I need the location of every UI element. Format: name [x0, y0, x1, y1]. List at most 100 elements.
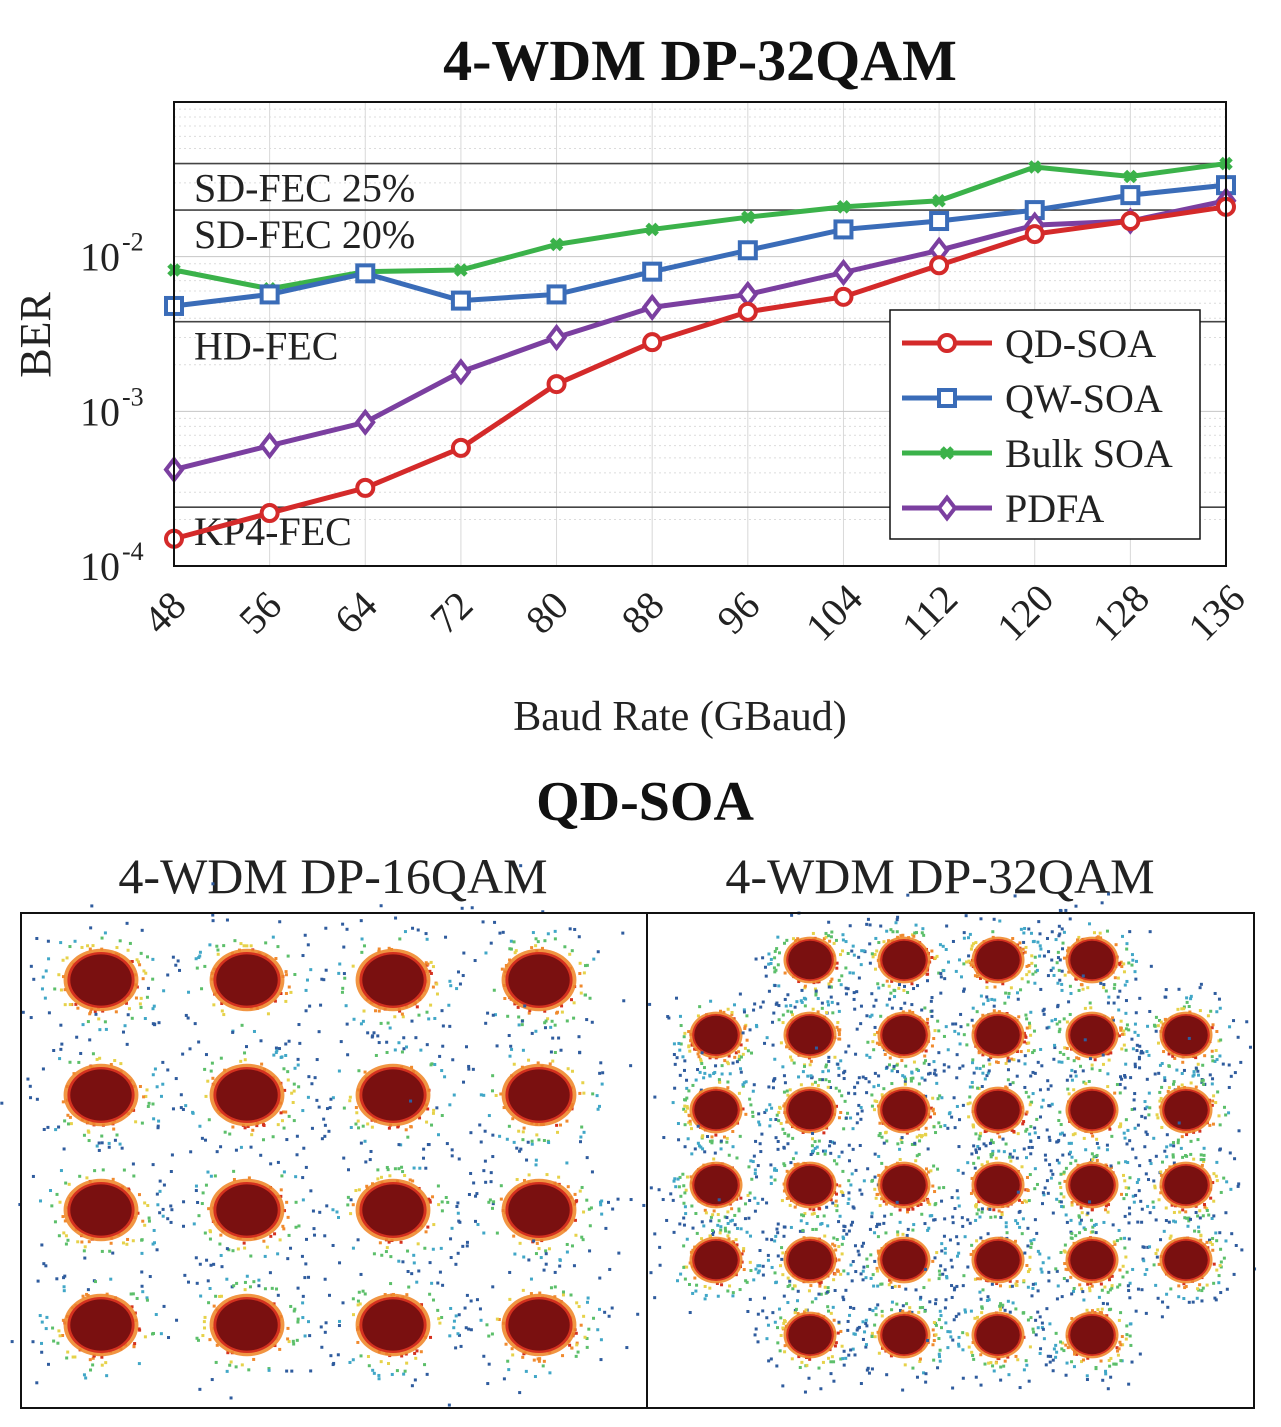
symbol-sample	[1038, 944, 1042, 948]
symbol-sample	[206, 1079, 210, 1083]
symbol-sample	[688, 1122, 692, 1126]
symbol-sample	[306, 1095, 310, 1099]
symbol-sample	[1189, 997, 1193, 1001]
symbol-sample	[865, 1014, 869, 1018]
symbol-sample	[437, 1203, 441, 1207]
symbol-sample	[293, 1066, 297, 1070]
symbol-sample	[1201, 1063, 1205, 1067]
symbol-sample	[742, 1008, 746, 1012]
symbol-sample	[438, 1321, 442, 1325]
symbol-sample	[777, 1004, 781, 1008]
symbol-sample	[384, 1250, 388, 1254]
symbol-sample	[548, 1371, 552, 1375]
x-tick-label: 80	[517, 582, 577, 642]
symbol-sample	[145, 1296, 149, 1300]
symbol-sample	[678, 1222, 682, 1226]
symbol-sample	[561, 1354, 565, 1358]
symbol-sample	[837, 1220, 841, 1224]
symbol-sample	[858, 1143, 862, 1147]
symbol-sample	[1110, 1134, 1114, 1138]
symbol-sample	[973, 1166, 977, 1170]
symbol-sample	[575, 1301, 579, 1305]
symbol-sample	[827, 1069, 831, 1073]
symbol-sample	[853, 1085, 857, 1089]
symbol-sample	[211, 913, 215, 917]
symbol-sample	[1070, 1078, 1074, 1082]
symbol-sample	[930, 949, 934, 953]
symbol-sample	[141, 1290, 145, 1294]
symbol-sample	[209, 1263, 213, 1267]
symbol-sample	[388, 1026, 392, 1030]
symbol-sample	[1182, 1068, 1186, 1072]
symbol-sample	[252, 1357, 256, 1361]
symbol-sample	[459, 1344, 463, 1348]
symbol-sample	[799, 999, 803, 1003]
symbol-sample	[1106, 1085, 1110, 1089]
symbol-sample	[606, 1200, 610, 1204]
symbol-sample	[291, 1339, 295, 1343]
symbol-sample	[284, 999, 288, 1003]
symbol-sample	[223, 1130, 227, 1134]
symbol-sample	[827, 1055, 831, 1059]
y-tick-exponent: -3	[122, 382, 144, 411]
symbol-sample	[1218, 1054, 1222, 1058]
symbol-sample	[541, 1364, 545, 1368]
symbol-sample	[763, 1041, 767, 1045]
data-point	[355, 477, 376, 498]
symbol-sample	[262, 1239, 266, 1243]
symbol-sample	[219, 1253, 223, 1257]
symbol-sample	[220, 1009, 224, 1013]
symbol-sample	[708, 1074, 712, 1078]
symbol-sample	[849, 1223, 853, 1227]
symbol-sample	[835, 961, 839, 965]
symbol-sample	[452, 1326, 456, 1330]
data-point	[642, 332, 663, 353]
symbol-core	[70, 1069, 132, 1121]
symbol-sample	[969, 947, 973, 951]
symbol-sample	[998, 919, 1002, 923]
symbol-sample	[129, 1292, 133, 1296]
symbol-sample	[534, 937, 538, 941]
symbol-sample	[210, 1378, 214, 1382]
symbol-sample	[490, 1332, 494, 1336]
symbol-sample	[548, 1062, 552, 1066]
symbol-sample	[649, 1186, 653, 1190]
symbol-sample	[169, 1204, 173, 1208]
symbol-sample	[1046, 1079, 1050, 1083]
symbol-sample	[992, 1004, 996, 1008]
symbol-sample	[86, 1129, 90, 1133]
symbol-sample	[53, 1220, 57, 1224]
symbol-sample	[673, 1062, 677, 1066]
symbol-sample	[937, 1029, 941, 1033]
symbol-sample	[273, 999, 277, 1003]
symbol-sample	[1104, 989, 1108, 993]
symbol-sample	[741, 1107, 745, 1111]
symbol-sample	[414, 1036, 418, 1040]
symbol-sample	[878, 1121, 882, 1125]
x-tick-label: 64	[326, 582, 386, 642]
symbol-sample	[551, 1059, 555, 1063]
symbol-sample	[240, 1363, 244, 1367]
symbol-sample	[1065, 1020, 1069, 1024]
symbol-sample	[776, 935, 780, 939]
symbol-sample	[800, 1000, 804, 1004]
symbol-sample	[873, 1033, 877, 1037]
symbol-sample	[1167, 1086, 1171, 1090]
symbol-sample	[679, 1042, 683, 1046]
symbol-sample	[1133, 1022, 1137, 1026]
symbol-sample	[1090, 1063, 1094, 1067]
symbol-sample	[834, 1199, 838, 1203]
symbol-sample	[549, 1050, 553, 1054]
symbol-sample	[1135, 1043, 1139, 1047]
symbol-sample	[720, 1064, 724, 1068]
symbol-sample	[322, 1117, 326, 1121]
symbol-sample	[553, 1050, 557, 1054]
constellation-point	[21, 904, 178, 1055]
symbol-sample	[720, 1072, 724, 1076]
symbol-sample	[397, 1259, 401, 1263]
symbol-sample	[565, 1019, 569, 1023]
symbol-sample	[743, 1025, 747, 1029]
symbol-sample	[1133, 1092, 1137, 1096]
symbol-sample	[741, 1083, 745, 1087]
